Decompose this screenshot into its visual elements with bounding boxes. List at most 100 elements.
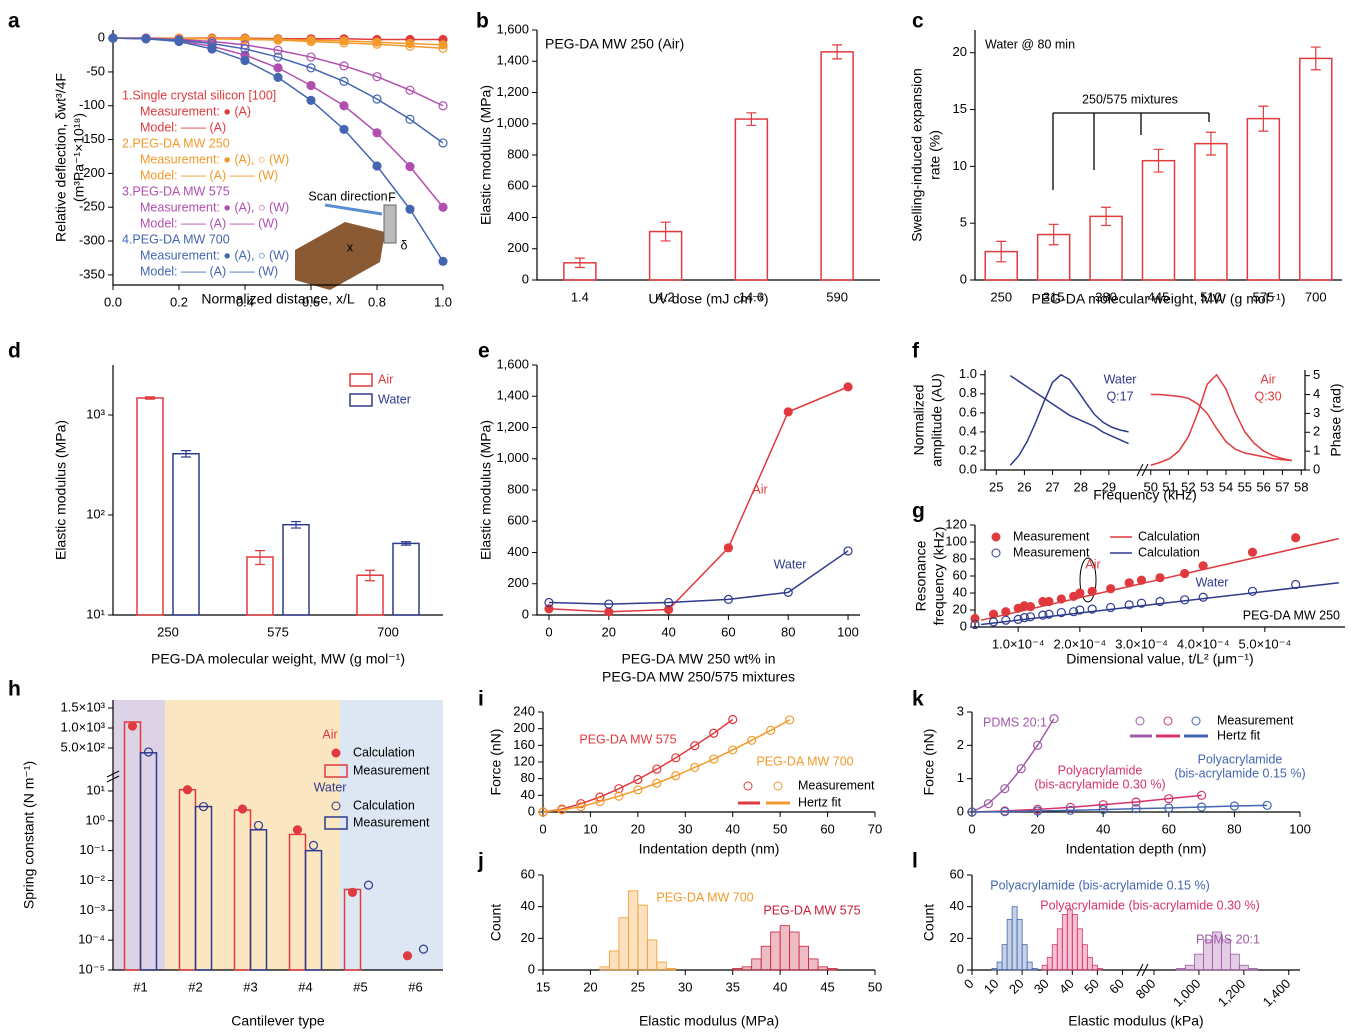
x-tick-label: 5.0×10⁻⁴ <box>1239 636 1292 651</box>
panel-letter: a <box>8 10 20 33</box>
x-tick-label: 40 <box>1096 821 1110 836</box>
annotation: x <box>347 240 354 254</box>
y-axis-label: Spring constant (N m⁻¹) <box>21 761 37 909</box>
y-axis-label: (m³Pa⁻¹×10¹⁸) <box>71 113 87 202</box>
marker <box>1025 612 1036 622</box>
x-axis-label: Elastic modulus (kPa) <box>1068 1013 1203 1029</box>
x-axis-label: Indentation depth (nm) <box>1066 841 1207 857</box>
y-tick-label: 0 <box>98 30 105 45</box>
hist-bar <box>1176 968 1186 971</box>
x-tick-label: 2.0×10⁻⁴ <box>1054 636 1107 651</box>
marker <box>306 36 316 47</box>
x-tick-label: 60 <box>1162 821 1176 836</box>
series-line <box>548 386 849 613</box>
x-tick-label: #1 <box>133 979 147 994</box>
marker <box>576 801 586 812</box>
marker <box>306 52 316 62</box>
x-tick-label: 4.0×10⁻⁴ <box>1177 636 1230 651</box>
y-tick-label: 1.0×10³ <box>61 719 106 734</box>
legend-swatch <box>324 816 348 830</box>
x-tick-label: 70 <box>868 821 882 836</box>
annotation: 2.PEG-DA MW 250 <box>122 136 230 150</box>
marker <box>339 76 349 87</box>
hist-bar <box>1096 968 1103 971</box>
marker <box>1038 610 1048 620</box>
marker <box>843 546 853 556</box>
marker <box>372 72 382 82</box>
y-tick-label: 1,600 <box>496 21 529 36</box>
marker <box>1098 800 1108 810</box>
marker <box>671 771 681 781</box>
y-tick-label: 3 <box>957 703 964 718</box>
marker <box>127 721 138 731</box>
annotation: Measurement <box>798 778 875 792</box>
marker <box>785 715 795 725</box>
annotation: Measurement: ● (A), ○ (W) <box>140 152 289 166</box>
y-axis-label: Count <box>921 904 937 941</box>
y-tick-label: 1,200 <box>496 84 529 99</box>
y-tick-label: 0 <box>522 606 529 621</box>
highlight-ellipse <box>1079 557 1097 603</box>
marker <box>1131 797 1141 807</box>
bar <box>249 829 268 971</box>
marker <box>1075 605 1085 615</box>
y-tick-label: 0 <box>522 271 529 286</box>
y-tick-label: 80 <box>953 550 967 565</box>
y-tick-label: 0.0 <box>959 461 977 476</box>
y-axis-label: amplitude (AU) <box>929 373 945 466</box>
error-bar <box>574 257 585 269</box>
x-tick-label: 50 <box>773 821 787 836</box>
marker <box>372 161 382 171</box>
x-tick-label: 30 <box>678 821 692 836</box>
bar <box>304 849 323 971</box>
y-axis-label: Elastic modulus (MPa) <box>478 420 494 560</box>
region-bg <box>340 700 443 970</box>
marker <box>143 747 154 757</box>
x-tick-label: 53 <box>1200 479 1214 494</box>
x-tick-label: 1.0 <box>434 294 452 309</box>
x-tick-label: 58 <box>1294 479 1308 494</box>
marker <box>663 597 674 608</box>
y2-tick-label: 1 <box>1313 443 1320 458</box>
hist-bar <box>1016 918 1023 971</box>
y-tick-label: 5.0×10² <box>61 739 106 754</box>
x-tick-label: 10 <box>583 821 597 836</box>
y-tick-label: 10⁻³ <box>79 902 105 917</box>
hist-bar <box>1066 909 1073 971</box>
error-bar <box>1310 46 1321 71</box>
x-tick-label: 28 <box>1073 479 1087 494</box>
annotation: PEG-DA MW 575 <box>579 732 676 746</box>
annotation: F <box>388 190 396 204</box>
x-tick-label: 40 <box>773 979 787 994</box>
hist-bar <box>646 939 658 971</box>
error-bar <box>832 44 843 60</box>
annotation: Hertz fit <box>798 795 842 809</box>
series-line <box>1009 373 1129 466</box>
marker <box>438 43 448 53</box>
y-axis-label: Force (nN) <box>488 729 504 796</box>
y-tick-label: 10¹ <box>86 606 105 621</box>
x-tick-label: 50 <box>868 979 882 994</box>
legend-swatch <box>991 532 1001 542</box>
y-tick-label: 1.0 <box>959 366 977 381</box>
marker <box>1136 598 1147 608</box>
x-tick-label: 50 <box>1144 479 1158 494</box>
marker <box>273 72 283 82</box>
marker <box>240 34 250 45</box>
legend-swatch <box>324 764 348 778</box>
hist-bar <box>1056 928 1063 971</box>
marker <box>633 774 643 785</box>
y-tick-label: -200 <box>79 165 105 180</box>
marker <box>1032 740 1043 750</box>
annotation: δ <box>401 238 408 252</box>
y-axis-label: Swelling-induced expansion <box>909 68 925 242</box>
marker <box>273 52 283 62</box>
marker <box>438 138 448 148</box>
hist-bar <box>1046 956 1053 971</box>
series-line <box>1009 375 1129 445</box>
marker <box>1164 794 1174 804</box>
annotation: Model: —— (A) —— (W) <box>140 216 278 230</box>
x-axis-label: PEG-DA molecular weight, MW (g mol⁻¹) <box>151 651 405 667</box>
x-tick-label: #2 <box>188 979 202 994</box>
marker <box>1065 805 1076 815</box>
